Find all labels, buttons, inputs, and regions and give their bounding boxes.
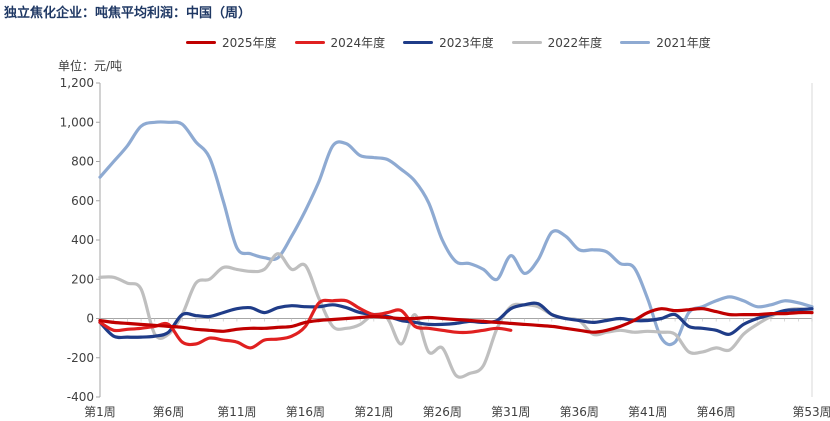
legend-label-2024: 2024年度 — [330, 36, 386, 50]
legend-swatch-2025 — [186, 41, 216, 44]
series-line-2022年度 — [98, 252, 814, 379]
legend-label-2025: 2025年度 — [222, 36, 277, 50]
y-tick-label: 0 — [86, 312, 94, 326]
legend-item-2022: 2022年度 — [511, 34, 603, 51]
legend-item-2024: 2024年度 — [294, 34, 386, 51]
legend-swatch-2022 — [511, 41, 542, 44]
x-tick-label: 第16周 — [286, 405, 325, 419]
series-line-2023年度 — [98, 301, 814, 340]
legend: 2025年度 2024年度 2023年度 2022年度 2021年度 — [186, 34, 711, 51]
y-tick-label: 1,000 — [60, 115, 94, 129]
legend-item-2021: 2021年度 — [620, 34, 711, 51]
legend-item-2023: 2023年度 — [403, 34, 494, 51]
x-tick-label: 第21周 — [354, 405, 393, 419]
legend-label-2023: 2023年度 — [439, 36, 494, 50]
y-axis-unit-label: 单位：元/吨 — [58, 59, 123, 73]
y-tick-label: 1,200 — [60, 76, 94, 90]
y-tick-label: 600 — [71, 194, 94, 208]
x-tick-label: 第53周 — [792, 405, 830, 419]
x-tick-label: 第11周 — [217, 405, 256, 419]
y-tick-label: -200 — [67, 351, 94, 365]
x-tick-label: 第46周 — [697, 405, 736, 419]
chart-title: 独立焦化企业：吨焦平均利润：中国（周） — [4, 6, 252, 21]
x-tick-label: 第41周 — [628, 405, 667, 419]
series-line-2021年度 — [98, 120, 814, 347]
series-line-2025年度 — [98, 307, 814, 334]
x-tick-label: 第26周 — [423, 405, 462, 419]
legend-item-2025: 2025年度 — [186, 34, 277, 51]
legend-label-2022: 2022年度 — [547, 36, 603, 50]
x-tick-label: 第1周 — [84, 405, 116, 419]
x-tick-label: 第36周 — [560, 405, 599, 419]
legend-swatch-2023 — [403, 41, 434, 44]
y-tick-label: 400 — [71, 233, 94, 247]
y-tick-label: 800 — [71, 155, 94, 169]
series-line-2024年度 — [98, 298, 513, 350]
legend-label-2021: 2021年度 — [656, 36, 711, 50]
legend-swatch-2024 — [294, 41, 325, 44]
x-tick-label: 第6周 — [153, 405, 185, 419]
y-tick-label: -400 — [67, 390, 94, 404]
y-tick-label: 200 — [71, 272, 94, 286]
x-tick-label: 第31周 — [491, 405, 530, 419]
legend-swatch-2021 — [620, 41, 651, 44]
